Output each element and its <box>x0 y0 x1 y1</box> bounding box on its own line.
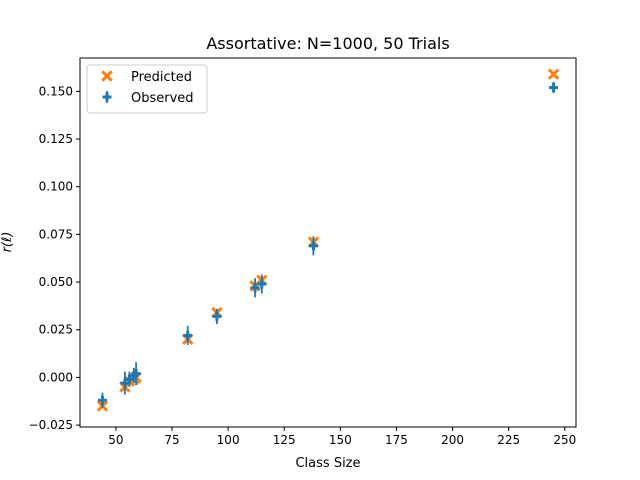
y-tick-label: 0.050 <box>39 275 73 289</box>
plot-area <box>79 57 577 428</box>
y-tick-label: 0.125 <box>39 132 73 146</box>
y-tick-label: 0.075 <box>39 227 73 241</box>
observed-point <box>212 311 222 321</box>
observed-point <box>549 83 559 93</box>
plot-frame <box>79 57 577 428</box>
y-axis: −0.025 0.000 0.025 0.050 0.075 0.100 0.125 0.15… <box>29 84 80 432</box>
legend: Predicted Observed <box>86 64 208 114</box>
chart-title: Assortative: N=1000, 50 Trials <box>206 34 449 53</box>
x-tick-label: 250 <box>553 433 576 447</box>
y-axis-label: r(ℓ) <box>0 232 15 253</box>
x-axis: 50 75 100 125 150 175 200 225 250 <box>108 427 576 447</box>
observed-point <box>97 395 107 405</box>
x-tick-label: 100 <box>217 433 240 447</box>
x-tick-label: 200 <box>441 433 464 447</box>
legend-marker-predicted <box>101 70 113 82</box>
y-tick-label: 0.100 <box>39 180 73 194</box>
y-tick-label: −0.025 <box>29 418 73 432</box>
y-tick-label: 0.000 <box>39 370 73 384</box>
observed-point <box>183 330 193 340</box>
x-tick-label: 150 <box>329 433 352 447</box>
legend-label-observed: Observed <box>131 91 194 106</box>
observed-point <box>131 369 141 379</box>
legend-marker-observed <box>102 92 112 102</box>
predicted-point <box>547 68 560 80</box>
x-tick-label: 125 <box>273 433 296 447</box>
observed-point <box>308 241 318 251</box>
x-stroke <box>547 68 560 80</box>
x-axis-label: Class Size <box>295 456 360 471</box>
x-tick-label: 50 <box>108 433 123 447</box>
legend-symbol-predicted <box>101 70 113 82</box>
observed-point <box>250 283 260 293</box>
y-tick-label: 0.150 <box>39 84 73 98</box>
x-tick-label: 175 <box>385 433 408 447</box>
legend-frame <box>86 64 208 114</box>
legend-label-predicted: Predicted <box>131 70 192 85</box>
legend-symbol-observed <box>102 91 112 103</box>
series-observed <box>97 81 559 408</box>
x-tick-label: 75 <box>164 433 179 447</box>
data-marks <box>96 68 560 412</box>
series-predicted <box>96 68 560 412</box>
y-tick-label: 0.025 <box>39 323 73 337</box>
observed-point <box>257 279 267 289</box>
x-tick-label: 225 <box>497 433 520 447</box>
x-stroke <box>101 70 113 82</box>
